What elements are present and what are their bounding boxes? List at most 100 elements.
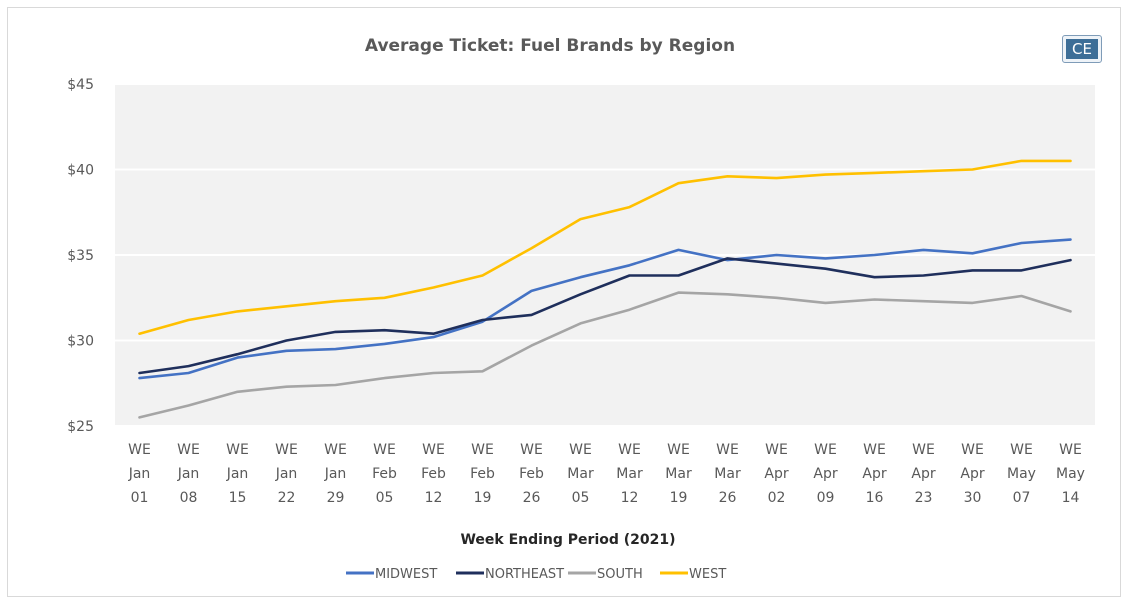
x-tick-label-line: 16 — [866, 490, 884, 506]
x-tick-label-line: May — [1007, 466, 1036, 482]
x-tick-label-line: Apr — [862, 466, 886, 482]
legend-item-south: SOUTH — [568, 567, 643, 582]
series-line-northeast — [138, 257, 1072, 375]
x-tick-label-line: Mar — [714, 466, 741, 482]
x-tick-label-line: Jan — [177, 466, 200, 482]
x-tick-label-line: 02 — [768, 490, 786, 506]
x-tick-label-line: WE — [912, 442, 935, 458]
y-axis: $25 $30 $35 $40 $45 — [67, 77, 94, 435]
x-tick-label-line: Mar — [567, 466, 594, 482]
x-tick-label-line: Feb — [470, 466, 495, 482]
x-tick-label-line: Jan — [275, 466, 298, 482]
x-tick-label: WE Feb 05 — [372, 442, 397, 506]
x-tick-label: WE Jan 22 — [275, 442, 298, 506]
x-tick-label-line: 15 — [229, 490, 247, 506]
x-tick-label: WE Mar 26 — [714, 442, 741, 506]
x-tick-label-line: WE — [814, 442, 837, 458]
chart-title: Average Ticket: Fuel Brands by Region — [364, 36, 736, 56]
x-tick-label-line: WE — [520, 442, 543, 458]
x-tick-label-line: WE — [765, 442, 788, 458]
x-tick-label-line: Feb — [519, 466, 544, 482]
x-tick-label-line: 05 — [572, 490, 590, 506]
legend-item-northeast: NORTHEAST — [456, 567, 564, 582]
x-tick-label-line: Apr — [764, 466, 788, 482]
x-tick-label-line: WE — [618, 442, 641, 458]
x-tick-label: WE Apr 02 — [764, 442, 788, 506]
x-tick-label-line: WE — [863, 442, 886, 458]
x-tick-label-line: Mar — [665, 466, 692, 482]
x-tick-label-line: WE — [128, 442, 151, 458]
series-lines — [138, 159, 1072, 419]
x-tick-label-line: 01 — [131, 490, 149, 506]
x-tick-label-line: Apr — [960, 466, 984, 482]
y-tick-label: $35 — [67, 248, 94, 264]
x-tick-label-line: May — [1056, 466, 1085, 482]
x-tick-label: WE Apr 23 — [911, 442, 935, 506]
y-tick-label: $45 — [67, 77, 94, 93]
x-tick-label-line: 05 — [376, 490, 394, 506]
x-tick-label: WE Feb 26 — [519, 442, 544, 506]
x-tick-label-line: 22 — [278, 490, 296, 506]
x-tick-label: WE Jan 29 — [324, 442, 347, 506]
x-tick-label-line: WE — [471, 442, 494, 458]
legend: MIDWEST NORTHEAST SOUTH WEST — [346, 567, 726, 582]
x-tick-label-line: WE — [1010, 442, 1033, 458]
x-tick-label-line: Jan — [128, 466, 151, 482]
x-tick-label-line: 26 — [523, 490, 541, 506]
x-tick-label-line: WE — [324, 442, 347, 458]
x-tick-label-line: 19 — [670, 490, 688, 506]
x-tick-label-line: 12 — [621, 490, 639, 506]
x-tick-label-line: Feb — [421, 466, 446, 482]
legend-label: WEST — [689, 567, 726, 582]
x-tick-label: WE Jan 01 — [128, 442, 151, 506]
x-tick-label-line: 30 — [964, 490, 982, 506]
y-tick-label: $30 — [67, 334, 94, 350]
x-tick-label: WE Mar 12 — [616, 442, 643, 506]
legend-label: MIDWEST — [375, 567, 437, 582]
x-tick-label-line: 19 — [474, 490, 492, 506]
x-tick-label-line: 29 — [327, 490, 345, 506]
x-tick-label-line: 26 — [719, 490, 737, 506]
x-tick-label-line: WE — [716, 442, 739, 458]
x-tick-label-line: Feb — [372, 466, 397, 482]
x-tick-label: WE May 07 — [1007, 442, 1036, 506]
x-tick-label-line: WE — [275, 442, 298, 458]
x-tick-label-line: Jan — [324, 466, 347, 482]
x-tick-label-line: 14 — [1062, 490, 1080, 506]
x-tick-label: WE Feb 12 — [421, 442, 446, 506]
x-tick-label: WE Mar 19 — [665, 442, 692, 506]
x-tick-label: WE Apr 09 — [813, 442, 837, 506]
x-tick-label-line: Mar — [616, 466, 643, 482]
x-tick-label-line: Jan — [226, 466, 249, 482]
x-tick-label-line: 08 — [180, 490, 198, 506]
ce-logo-badge: CE — [1062, 35, 1102, 63]
series-line-west — [138, 159, 1072, 336]
x-tick-label: WE Feb 19 — [470, 442, 495, 506]
x-tick-label: WE May 14 — [1056, 442, 1085, 506]
x-tick-label-line: 09 — [817, 490, 835, 506]
x-tick-label-line: WE — [569, 442, 592, 458]
x-tick-label-line: 23 — [915, 490, 933, 506]
gridlines — [115, 83, 1095, 427]
x-tick-label-line: WE — [422, 442, 445, 458]
series-line-midwest — [138, 238, 1072, 380]
x-axis: WE Jan 01 WE Jan 08 WE Jan 15 WE Jan 22 WE Jan 29 WE Feb… — [128, 442, 1085, 506]
x-tick-label-line: 12 — [425, 490, 443, 506]
series-line-south — [138, 291, 1072, 419]
x-tick-label-line: WE — [961, 442, 984, 458]
x-tick-label: WE Jan 08 — [177, 442, 200, 506]
y-tick-label: $25 — [67, 419, 94, 435]
x-tick-label: WE Apr 30 — [960, 442, 984, 506]
x-tick-label: WE Mar 05 — [567, 442, 594, 506]
legend-label: SOUTH — [597, 567, 643, 582]
legend-label: NORTHEAST — [485, 567, 564, 582]
x-tick-label: WE Apr 16 — [862, 442, 886, 506]
x-tick-label-line: WE — [1059, 442, 1082, 458]
x-axis-title: Week Ending Period (2021) — [460, 532, 675, 548]
x-tick-label-line: WE — [667, 442, 690, 458]
ce-logo-text: CE — [1066, 39, 1098, 59]
legend-item-midwest: MIDWEST — [346, 567, 437, 582]
x-tick-label: WE Jan 15 — [226, 442, 249, 506]
y-tick-label: $40 — [67, 163, 94, 179]
